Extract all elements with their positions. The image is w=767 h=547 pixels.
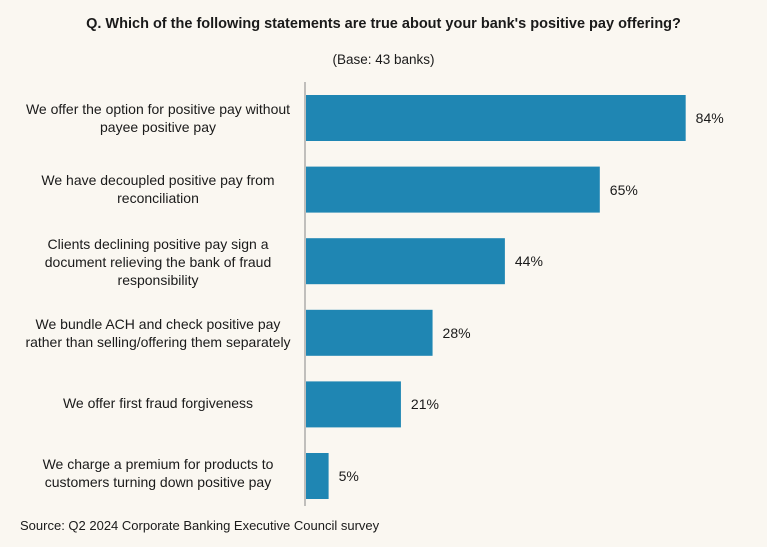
value-label-5: 5%	[338, 468, 359, 484]
value-label-1: 65%	[609, 181, 638, 198]
bar-0	[306, 95, 686, 141]
chart-title: Q. Which of the following statements are…	[86, 16, 681, 32]
category-label-5: We charge a premium for products to cust…	[42, 456, 274, 490]
bar-3	[306, 309, 433, 356]
value-label-0: 84%	[695, 110, 724, 126]
bar-4	[306, 381, 401, 428]
value-label-4: 21%	[410, 396, 439, 413]
source-note: Source: Q2 2024 Corporate Banking Execut…	[20, 518, 380, 533]
value-label-3: 28%	[442, 324, 471, 341]
bar-1	[306, 166, 600, 213]
category-label-2: Clients declining positive pay sign a do…	[44, 236, 272, 288]
bar-2	[306, 238, 505, 285]
bar-5	[306, 453, 329, 499]
chart-subtitle: (Base: 43 banks)	[332, 52, 435, 67]
category-label-1: We have decoupled positive pay from reco…	[41, 172, 275, 206]
category-label-3: We bundle ACH and check positive pay rat…	[25, 316, 291, 350]
category-label-4: We offer first fraud forgiveness	[62, 395, 254, 411]
value-label-2: 44%	[514, 253, 543, 270]
category-label-0: We offer the option for positive pay wit…	[25, 101, 291, 135]
